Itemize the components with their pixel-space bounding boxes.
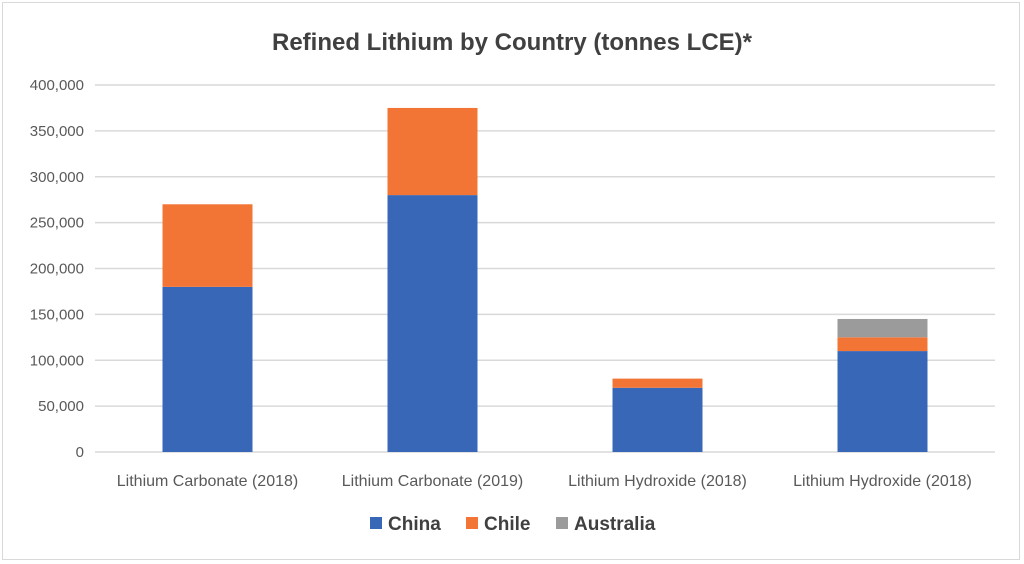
x-tick-label: Lithium Hydroxide (2018)	[793, 473, 972, 490]
bar-segment-chile	[837, 337, 928, 352]
legend-label-chile: Chile	[484, 514, 530, 535]
bar-segment-chile	[387, 107, 478, 196]
legend-label-china: China	[388, 514, 441, 535]
y-tick-label: 300,000	[30, 169, 84, 186]
legend-swatch-australia	[556, 517, 568, 529]
y-tick-label: 400,000	[30, 77, 84, 94]
y-tick-label: 250,000	[30, 215, 84, 232]
bar-segment-china	[612, 387, 703, 452]
bar-segment-australia	[837, 318, 928, 338]
y-tick-label: 50,000	[38, 398, 84, 415]
bar-segment-china	[387, 195, 478, 452]
y-tick-label: 0	[76, 444, 84, 461]
bar-segment-chile	[162, 204, 253, 287]
legend-swatch-chile	[466, 517, 478, 529]
y-tick-label: 200,000	[30, 261, 84, 278]
bar-segment-chile	[612, 378, 703, 388]
y-tick-label: 350,000	[30, 123, 84, 140]
x-tick-label: Lithium Carbonate (2018)	[117, 473, 298, 490]
y-tick-label: 150,000	[30, 306, 84, 323]
x-tick-label: Lithium Carbonate (2019)	[342, 473, 523, 490]
legend-label-australia: Australia	[574, 514, 656, 535]
legend-swatch-china	[370, 517, 382, 529]
chart-title: Refined Lithium by Country (tonnes LCE)*	[272, 29, 753, 56]
x-tick-label: Lithium Hydroxide (2018)	[568, 473, 747, 490]
y-tick-label: 100,000	[30, 352, 84, 369]
bar-segment-china	[162, 286, 253, 452]
bar-segment-china	[837, 351, 928, 452]
